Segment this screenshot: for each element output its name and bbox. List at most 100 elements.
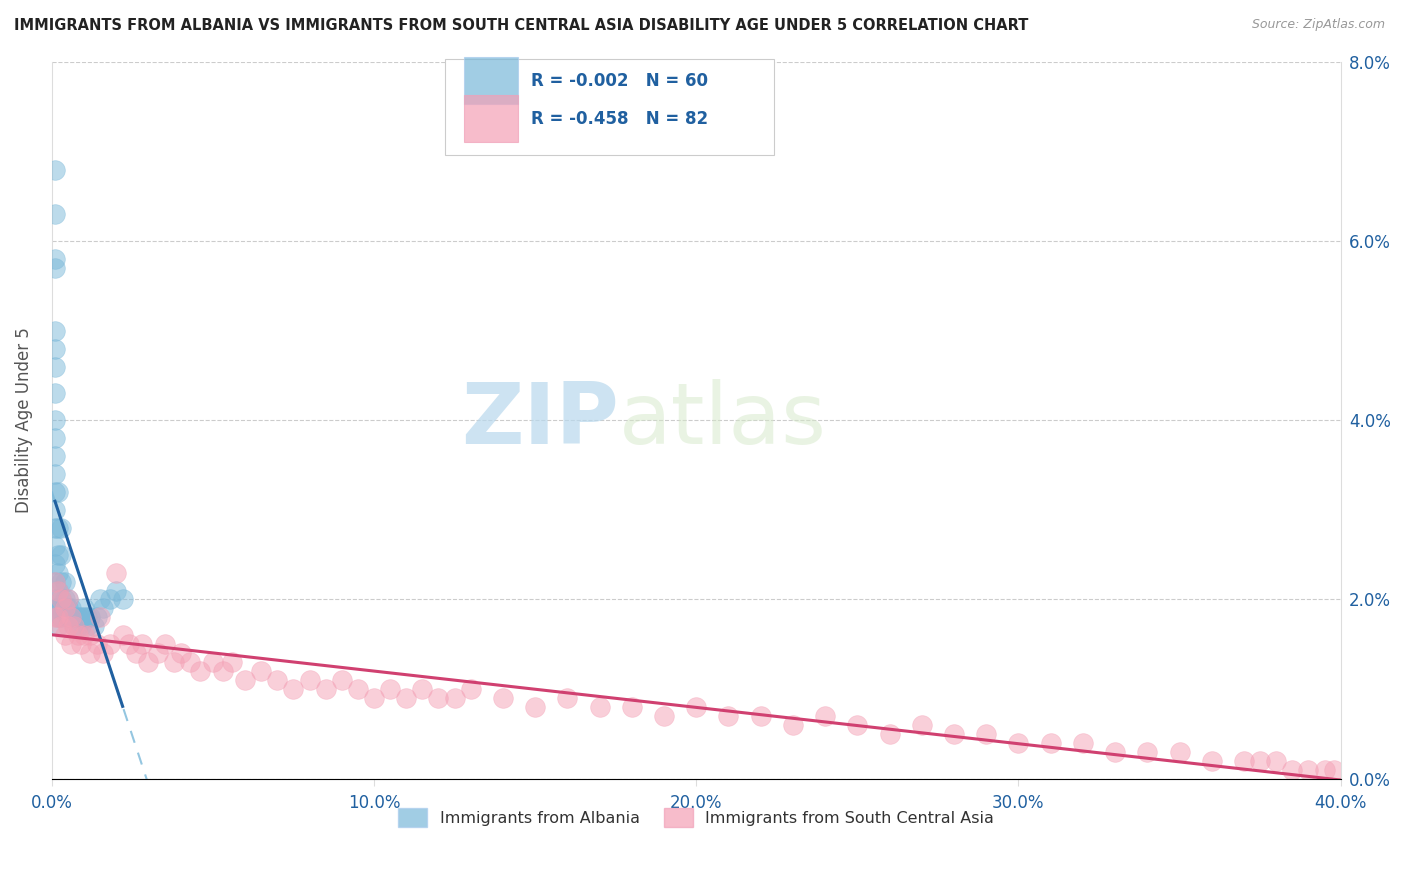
Point bbox=[1298, 763, 1320, 777]
Point bbox=[1201, 754, 1223, 768]
Point bbox=[347, 681, 370, 696]
Point bbox=[79, 646, 101, 660]
Point bbox=[69, 610, 91, 624]
Point bbox=[315, 681, 337, 696]
Point bbox=[749, 709, 772, 723]
Point bbox=[79, 628, 101, 642]
Point bbox=[56, 610, 79, 624]
Point bbox=[211, 664, 233, 678]
Point bbox=[60, 601, 83, 615]
Point bbox=[685, 700, 707, 714]
Point bbox=[814, 709, 837, 723]
Point bbox=[46, 485, 69, 500]
Point bbox=[46, 566, 69, 580]
Point bbox=[83, 619, 105, 633]
Point bbox=[588, 700, 610, 714]
Point bbox=[1249, 754, 1271, 768]
Point bbox=[51, 592, 73, 607]
Point bbox=[60, 610, 83, 624]
Y-axis label: Disability Age Under 5: Disability Age Under 5 bbox=[15, 327, 32, 513]
Point bbox=[1265, 754, 1288, 768]
Point bbox=[111, 628, 134, 642]
Point bbox=[44, 431, 66, 445]
Point bbox=[46, 521, 69, 535]
Point bbox=[298, 673, 321, 687]
Point bbox=[111, 592, 134, 607]
Point bbox=[44, 252, 66, 267]
Point bbox=[146, 646, 169, 660]
Point bbox=[51, 574, 73, 589]
Point bbox=[56, 592, 79, 607]
Text: Source: ZipAtlas.com: Source: ZipAtlas.com bbox=[1251, 18, 1385, 31]
Point bbox=[44, 503, 66, 517]
Point bbox=[44, 610, 66, 624]
Point bbox=[46, 610, 69, 624]
Point bbox=[411, 681, 433, 696]
Point bbox=[201, 655, 224, 669]
Point bbox=[53, 601, 76, 615]
Point bbox=[86, 637, 108, 651]
Point bbox=[73, 628, 96, 642]
Point bbox=[46, 619, 69, 633]
Point bbox=[51, 610, 73, 624]
Point bbox=[66, 610, 89, 624]
Point bbox=[443, 690, 465, 705]
Point bbox=[44, 539, 66, 553]
Point bbox=[131, 637, 153, 651]
Point bbox=[427, 690, 450, 705]
Point bbox=[266, 673, 288, 687]
Point bbox=[717, 709, 740, 723]
Point bbox=[44, 574, 66, 589]
Point bbox=[79, 610, 101, 624]
Point bbox=[188, 664, 211, 678]
Point bbox=[60, 637, 83, 651]
Point bbox=[46, 583, 69, 598]
Point bbox=[138, 655, 160, 669]
Point bbox=[53, 628, 76, 642]
Point bbox=[46, 548, 69, 562]
Point bbox=[98, 637, 121, 651]
Point bbox=[91, 646, 114, 660]
Point bbox=[153, 637, 176, 651]
Point bbox=[44, 324, 66, 338]
Point bbox=[395, 690, 418, 705]
Point bbox=[51, 592, 73, 607]
Point bbox=[879, 727, 901, 741]
Text: ZIP: ZIP bbox=[461, 379, 619, 462]
Point bbox=[44, 386, 66, 401]
Point bbox=[233, 673, 256, 687]
Point bbox=[44, 557, 66, 571]
Point bbox=[652, 709, 675, 723]
Point bbox=[91, 601, 114, 615]
Point bbox=[1071, 736, 1094, 750]
FancyBboxPatch shape bbox=[464, 95, 519, 142]
Point bbox=[1039, 736, 1062, 750]
Point bbox=[250, 664, 273, 678]
Text: IMMIGRANTS FROM ALBANIA VS IMMIGRANTS FROM SOUTH CENTRAL ASIA DISABILITY AGE UND: IMMIGRANTS FROM ALBANIA VS IMMIGRANTS FR… bbox=[14, 18, 1028, 33]
Point bbox=[44, 342, 66, 356]
Point bbox=[73, 601, 96, 615]
Point bbox=[46, 583, 69, 598]
Point bbox=[44, 574, 66, 589]
Point bbox=[378, 681, 401, 696]
Point bbox=[60, 610, 83, 624]
Point bbox=[44, 449, 66, 463]
Point bbox=[163, 655, 186, 669]
Point bbox=[98, 592, 121, 607]
Point bbox=[69, 637, 91, 651]
Point bbox=[44, 521, 66, 535]
Point bbox=[53, 574, 76, 589]
Point bbox=[221, 655, 243, 669]
Point bbox=[283, 681, 305, 696]
Point bbox=[555, 690, 578, 705]
Point bbox=[492, 690, 515, 705]
Point bbox=[69, 619, 91, 633]
FancyBboxPatch shape bbox=[464, 57, 519, 103]
Point bbox=[63, 619, 86, 633]
Point bbox=[1136, 745, 1159, 759]
Point bbox=[76, 619, 98, 633]
Point bbox=[1104, 745, 1126, 759]
Text: R = -0.458   N = 82: R = -0.458 N = 82 bbox=[531, 110, 709, 128]
Point bbox=[363, 690, 385, 705]
Legend: Immigrants from Albania, Immigrants from South Central Asia: Immigrants from Albania, Immigrants from… bbox=[391, 799, 1002, 835]
